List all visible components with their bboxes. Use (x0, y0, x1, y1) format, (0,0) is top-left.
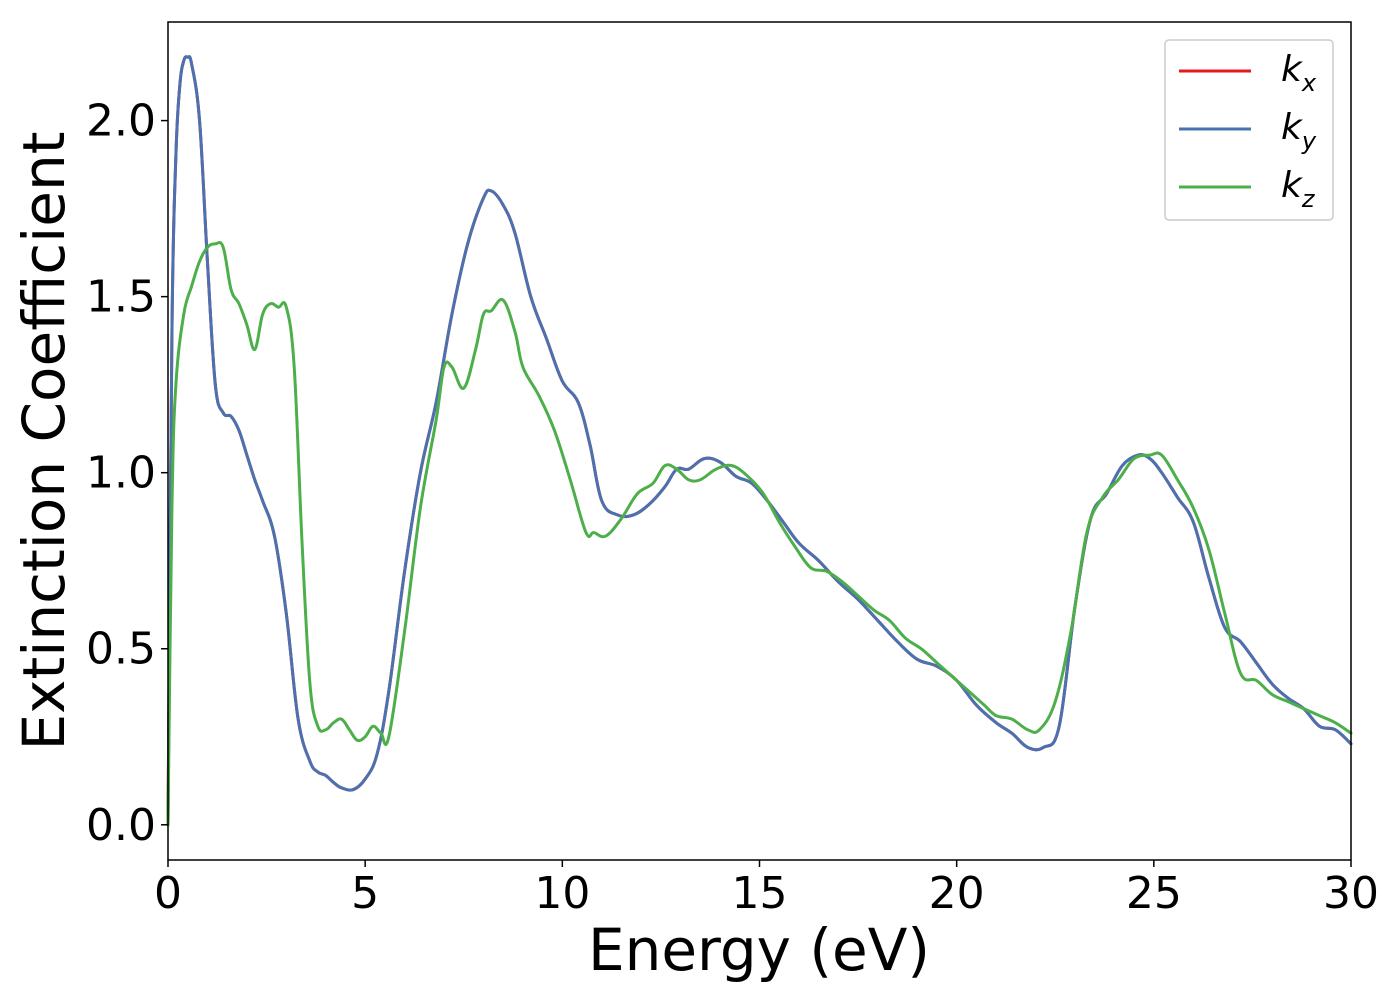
series-line-ky (166, 55, 1353, 827)
legend-label-ky: ky (1281, 107, 1317, 155)
y-tick-label: 1.5 (86, 272, 156, 323)
legend-subscript: x (1301, 69, 1317, 97)
series-line-kz (166, 241, 1353, 827)
legend-label-kx: kx (1281, 49, 1317, 97)
y-tick-label: 1.0 (86, 448, 156, 499)
y-tick-label: 0.5 (86, 624, 156, 675)
series-layer (166, 55, 1353, 827)
x-tick-label: 5 (351, 868, 379, 919)
y-tick-label: 0.0 (86, 800, 156, 851)
x-axis-label: Energy (eV) (588, 916, 930, 984)
y-axis-label: Extinction Coefficient (10, 132, 78, 751)
legend-subscript: y (1301, 127, 1317, 155)
legend-subscript: z (1301, 185, 1316, 213)
x-tick-label: 30 (1323, 868, 1379, 919)
x-tick-label: 10 (534, 868, 590, 919)
x-tick-label: 25 (1126, 868, 1182, 919)
x-tick-label: 15 (732, 868, 788, 919)
x-tick-label: 0 (154, 868, 182, 919)
x-tick-label: 20 (929, 868, 985, 919)
y-tick-label: 2.0 (86, 96, 156, 147)
ticks-layer: 0 5 10 15 20 25 30 0.0 0.5 1.0 1.5 2.0 (86, 96, 1379, 919)
